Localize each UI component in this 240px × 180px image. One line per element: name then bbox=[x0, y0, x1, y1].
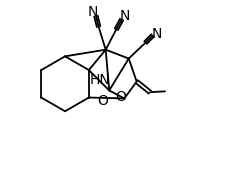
Text: HN: HN bbox=[89, 73, 110, 87]
Text: N: N bbox=[120, 9, 130, 23]
Text: N: N bbox=[88, 4, 98, 19]
Text: N: N bbox=[152, 27, 162, 41]
Text: O: O bbox=[115, 90, 126, 104]
Text: O: O bbox=[98, 94, 108, 108]
